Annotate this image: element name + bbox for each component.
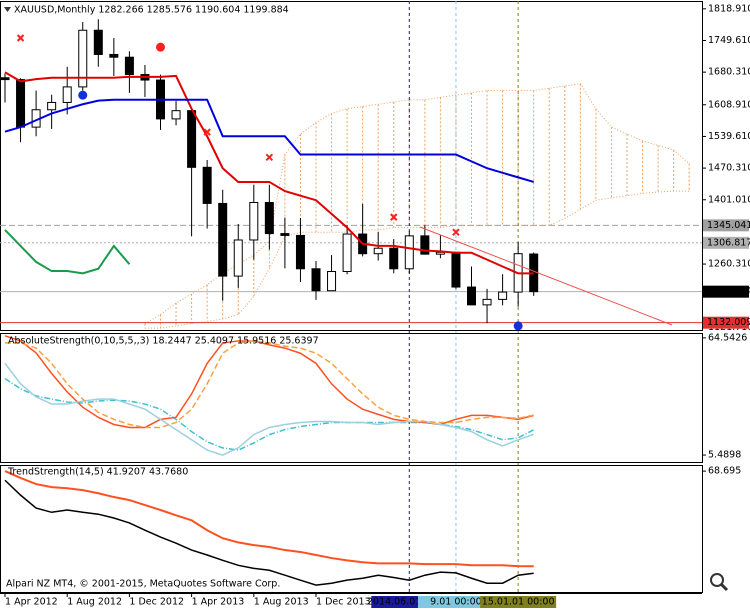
price-label-box — [703, 219, 749, 232]
time-label: 1 Aug 2013 — [254, 597, 309, 608]
candle-body — [218, 202, 228, 277]
indicator-title: TrendStrength(14,5) 41.9207 43.7680 — [7, 467, 188, 478]
candle-body — [295, 234, 305, 270]
indicator-line — [4, 362, 534, 456]
candle-body — [16, 79, 26, 128]
fractal-mark — [265, 153, 274, 161]
indicator-line — [4, 335, 534, 429]
candle-body — [0, 77, 10, 81]
time-label-box — [480, 596, 557, 608]
time-label: 9.01 00:00 — [430, 597, 482, 608]
candle-body — [311, 268, 321, 292]
time-label: 1 Aug 2012 — [67, 597, 122, 608]
time-label-box — [417, 596, 494, 608]
candle-body — [62, 86, 72, 103]
price-label: 1345.041 — [707, 220, 750, 231]
time-label: 15.01.01 00:00 — [482, 597, 555, 608]
time-label: 1 Dec 2012 — [129, 597, 184, 608]
candle-body — [327, 271, 337, 292]
signal-dot — [513, 321, 523, 331]
indicator-line — [5, 340, 534, 429]
symbol-icon — [4, 7, 11, 12]
panel-frame — [0, 333, 703, 463]
candle-body — [233, 239, 243, 277]
candle-body — [389, 247, 399, 270]
price-label: 1199.884 — [707, 286, 750, 297]
candle-body — [47, 101, 57, 111]
y-tick-label: 1401.010 — [708, 194, 750, 205]
time-label: 1 Apr 2012 — [5, 597, 58, 608]
candle-body — [373, 247, 383, 255]
y-tick-label: 1539.610 — [708, 131, 750, 142]
candle-body — [171, 110, 181, 120]
indicator-line — [4, 98, 534, 183]
signal-dot — [78, 90, 88, 100]
candle-body — [264, 202, 274, 235]
y-tick-label: 1818.910 — [708, 3, 750, 14]
candle-body — [482, 298, 492, 306]
fractal-mark — [452, 228, 460, 236]
price-label: 1132.009 — [707, 317, 750, 328]
zoom-icon[interactable] — [710, 573, 729, 592]
y-tick-label: 1260.310 — [708, 259, 750, 270]
time-label: 1 Dec 2013 — [316, 597, 371, 608]
candle-body — [467, 286, 476, 306]
indicator-title: AbsoluteStrength(0,10,5,5,,3) 18.2447 25… — [8, 336, 319, 347]
y-tick-label: 64.5426 — [708, 332, 747, 343]
price-label-box — [703, 285, 749, 298]
fractal-mark — [390, 213, 398, 221]
indicator-line — [4, 470, 534, 568]
candle-body — [420, 235, 430, 255]
signal-dot — [156, 42, 165, 52]
candle-body — [342, 233, 352, 273]
y-tick-label: 68.695 — [708, 466, 741, 477]
indicator-line — [4, 229, 131, 275]
candle-body — [280, 233, 290, 236]
cloud-edge — [144, 190, 690, 329]
copyright: Alpari NZ MT4, © 2001-2015, MetaQuotes S… — [6, 579, 280, 590]
candle-body — [124, 56, 134, 76]
y-tick-label: 1680.310 — [708, 67, 750, 78]
candle-body — [78, 29, 88, 88]
candle-body — [93, 29, 103, 55]
candle-body — [249, 202, 259, 241]
main-title: XAUUSD,Monthly 1282.266 1285.576 1190.60… — [14, 5, 289, 16]
fractal-mark — [203, 128, 211, 136]
candle-body — [109, 53, 119, 58]
candle-body — [498, 291, 508, 300]
y-tick-label: 1608.910 — [708, 99, 750, 110]
y-tick-label: 5.4898 — [708, 450, 741, 461]
indicator-line — [4, 71, 534, 275]
candle-body — [451, 251, 461, 288]
price-label-box — [703, 236, 749, 249]
fractal-mark — [16, 34, 25, 42]
price-label: 1306.817 — [707, 237, 750, 248]
time-label: 2014.06.01 00:00 — [367, 597, 452, 608]
candle-body — [404, 235, 414, 270]
candle-body — [202, 166, 212, 204]
price-label-box — [703, 316, 749, 329]
indicator-line — [4, 479, 534, 586]
panel-frame — [0, 1, 703, 331]
y-tick-label: 1470.310 — [708, 163, 750, 174]
panel-frame — [0, 465, 703, 593]
y-tick-label: 1749.610 — [708, 35, 750, 46]
candle-body — [187, 110, 197, 168]
time-label: 1 Apr 2013 — [192, 597, 245, 608]
trend-line — [419, 226, 673, 326]
cloud-edge — [144, 83, 690, 325]
